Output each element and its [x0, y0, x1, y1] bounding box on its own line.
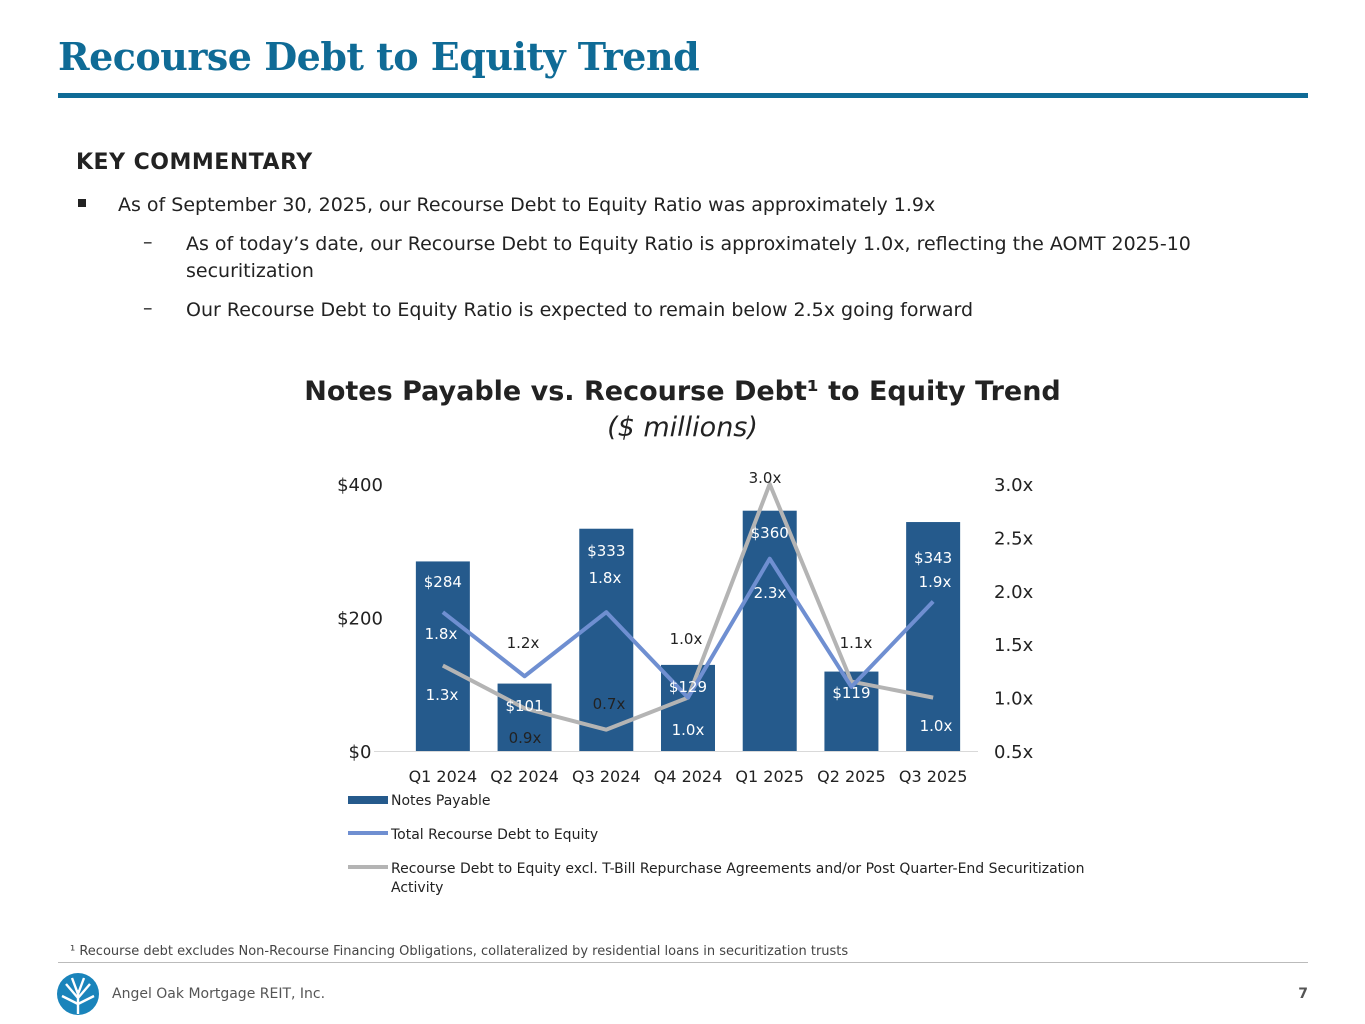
dash-marker: – [143, 297, 153, 319]
x-axis-tick-label: Q1 2025 [735, 767, 804, 786]
commentary-heading: KEY COMMENTARY [76, 150, 313, 175]
right-axis-tick-label: 1.0x [994, 689, 1034, 710]
legend-label-recourse-excl: Recourse Debt to Equity excl. T-Bill Rep… [391, 861, 1084, 877]
chart-title: Notes Payable vs. Recourse Debt¹ to Equi… [304, 376, 1061, 407]
x-axis-tick-label: Q2 2024 [490, 767, 559, 786]
right-axis-tick-label: 0.5x [994, 742, 1034, 763]
company-name: Angel Oak Mortgage REIT, Inc. [112, 986, 326, 1002]
total-line-data-label: 1.2x [507, 634, 540, 652]
bar-data-label: $119 [832, 684, 870, 702]
legend-label-total-recourse: Total Recourse Debt to Equity [390, 827, 598, 843]
title-rule [58, 93, 1308, 98]
left-axis-tick-label: $200 [337, 609, 383, 630]
x-axis-tick-label: Q3 2025 [899, 767, 968, 786]
legend-label-recourse-excl-cont: Activity [391, 880, 443, 896]
footnote: ¹ Recourse debt excludes Non-Recourse Fi… [70, 944, 849, 959]
total-line-data-label: 1.1x [840, 634, 873, 652]
page-title: Recourse Debt to Equity Trend [58, 34, 700, 79]
right-axis-tick-label: 1.5x [994, 635, 1034, 656]
footer-rule [58, 962, 1308, 963]
bullet-square-icon [78, 199, 86, 207]
bar-notes-payable [415, 561, 470, 751]
bar-data-label: $333 [587, 542, 625, 560]
total-line-data-label: 1.9x [919, 573, 952, 591]
bullet-text: As of September 30, 2025, our Recourse D… [118, 194, 936, 216]
bar-notes-payable [579, 528, 634, 751]
tree-logo-icon [57, 973, 99, 1015]
excl-line-data-label: 1.0x [920, 717, 953, 735]
bar-data-label: $129 [669, 678, 707, 696]
sub-bullet-line: As of today’s date, our Recourse Debt to… [186, 233, 1191, 255]
bar-notes-payable [906, 522, 961, 751]
dash-marker: – [143, 231, 153, 253]
x-axis-tick-label: Q2 2025 [817, 767, 886, 786]
bar-data-label: $343 [914, 549, 952, 567]
excl-line-data-label: 1.0x [672, 721, 705, 739]
legend-swatch-notes-payable [348, 796, 388, 804]
excl-line-data-label: 3.0x [749, 469, 782, 487]
total-line-data-label: 2.3x [754, 584, 787, 602]
excl-line-data-label: 0.9x [509, 729, 542, 747]
sub-bullet-line: securitization [186, 260, 314, 282]
left-axis-tick-label: $400 [337, 475, 383, 496]
legend-label-notes-payable: Notes Payable [391, 793, 491, 809]
sub-bullet-line: Our Recourse Debt to Equity Ratio is exp… [186, 299, 974, 321]
chart-subtitle: ($ millions) [607, 412, 758, 443]
left-axis-tick-label: $0 [349, 742, 372, 763]
total-line-data-label: 1.0x [670, 630, 703, 648]
page-number: 7 [1298, 986, 1308, 1002]
total-line-data-label: 1.8x [425, 625, 458, 643]
x-axis-tick-label: Q4 2024 [654, 767, 723, 786]
x-axis-tick-label: Q1 2024 [409, 767, 478, 786]
right-axis-tick-label: 2.5x [994, 528, 1034, 549]
bar-notes-payable [742, 510, 797, 751]
right-axis-tick-label: 2.0x [994, 582, 1034, 603]
line-total-recourse [441, 556, 935, 700]
bar-data-label: $284 [424, 573, 462, 591]
right-axis-tick-label: 3.0x [994, 475, 1034, 496]
bar-data-label: $101 [505, 697, 543, 715]
excl-line-data-label: 1.3x [426, 686, 459, 704]
total-line-data-label: 1.8x [589, 569, 622, 587]
excl-line-data-label: 0.7x [593, 695, 626, 713]
bar-notes-payable [497, 683, 552, 751]
x-axis-tick-label: Q3 2024 [572, 767, 641, 786]
bar-data-label: $360 [751, 524, 789, 542]
